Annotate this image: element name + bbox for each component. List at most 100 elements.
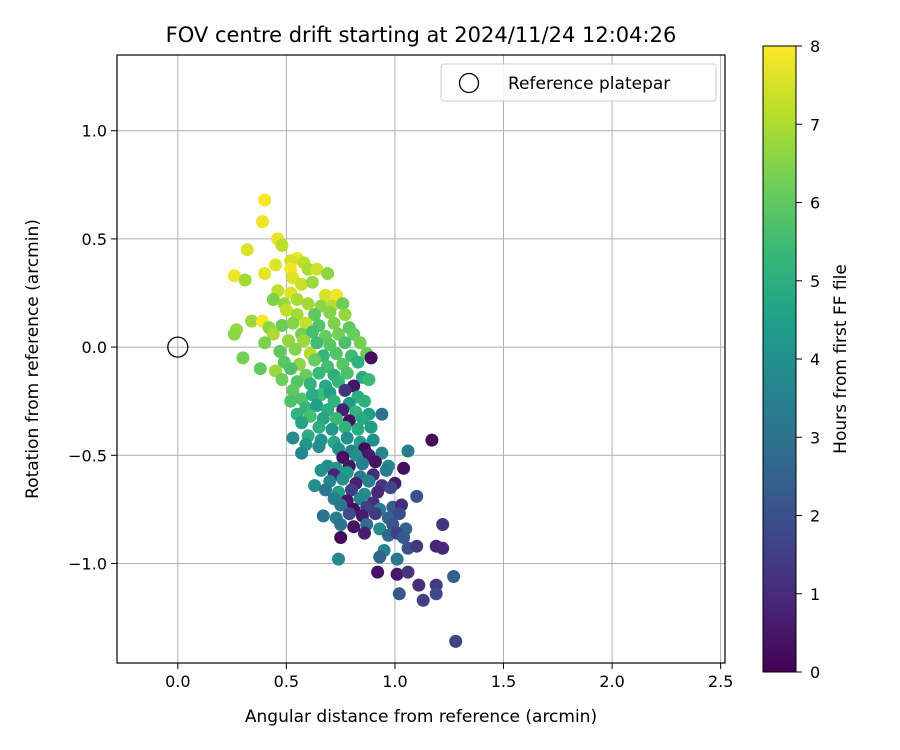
scatter-point [334,518,348,531]
scatter-point [340,366,354,380]
scatter-point [301,297,315,311]
scatter-point [390,552,404,566]
scatter-point [416,593,430,607]
scatter-point [362,474,376,488]
scatter-point [284,362,298,376]
colorbar-tick-label: 4 [810,350,820,369]
scatter-point [286,431,300,445]
colorbar-tick-label: 3 [810,428,820,447]
x-tick-label: 0.5 [274,672,299,691]
y-tick-label: −1.0 [68,554,107,573]
scatter-point [319,288,332,302]
scatter-point [336,472,350,486]
legend-entry-reference-platepar: Reference platepar [508,74,670,94]
scatter-point [269,258,282,272]
scatter-point [334,531,348,544]
scatter-point [412,578,426,592]
x-tick-label: 0.0 [165,672,190,691]
colorbar-tick-label: 2 [810,507,820,526]
y-tick-label: 1.0 [82,122,107,141]
scatter-point [358,394,371,408]
scatter-point [338,383,352,397]
scatter-point [321,267,335,280]
scatter-point [392,587,406,601]
scatter-point [355,457,369,471]
scatter-point [447,570,461,583]
scatter-point [401,565,415,579]
scatter-point [275,238,289,252]
y-tick-label: −0.5 [68,446,107,465]
colorbar-tick-label: 8 [810,37,820,56]
scatter-point [238,273,252,287]
scatter-point [295,277,309,291]
scatter-point [384,481,398,495]
scatter-point [436,541,450,555]
scatter-point [351,355,365,369]
scatter-point [345,483,358,497]
colorbar-tick-label: 7 [810,115,820,134]
colorbar-tick-label: 0 [810,663,820,682]
x-tick-label: 2.5 [708,672,733,691]
scatter-point [401,444,415,458]
scatter-point [240,243,254,257]
scatter-point [392,507,406,521]
scatter-point [379,463,393,477]
x-tick-label: 2.0 [599,672,624,691]
scatter-point [305,325,319,339]
scatter-point [275,319,289,332]
scatter-point [347,520,361,534]
scatter-point [314,463,328,477]
scatter-point [342,507,356,521]
scatter-point [371,565,385,579]
colorbar-tick-label: 5 [810,272,820,291]
scatter-point [325,422,339,436]
scatter-point [353,336,367,350]
x-axis-label: Angular distance from reference (arcmin) [245,707,597,727]
scatter-point [436,518,450,531]
scatter-point [316,509,330,523]
scatter-point [329,347,343,361]
scatter-point [266,327,280,341]
y-tick-label: 0.5 [82,230,107,249]
scatter-point [303,377,317,391]
scatter-point [373,550,387,564]
scatter-point [340,431,354,445]
scatter-point [310,399,324,412]
scatter-point [338,308,352,322]
scatter-point [245,314,259,328]
scatter-point [273,344,287,358]
scatter-point [319,483,332,497]
scatter-point [295,446,309,460]
colorbar-tick-label: 1 [810,585,820,604]
scatter-point [310,262,324,276]
scatter-point [312,440,326,454]
scatter-point [332,552,345,566]
scatter-point [425,433,439,447]
scatter-point [334,498,348,512]
scatter-points [227,193,463,648]
scatter-point [236,351,250,365]
scatter-point [329,412,343,425]
scatter-point [397,461,411,475]
scatter-point [253,362,267,376]
scatter-point [366,433,380,447]
scatter-point [258,193,272,207]
chart-title: FOV centre drift starting at 2024/11/24 … [166,23,677,47]
scatter-point [312,366,326,380]
scatter-point [364,420,378,434]
colorbar-ticks: 0 1 2 3 4 5 6 7 8 [796,37,820,682]
scatter-point [364,351,378,365]
x-tick-label: 1.5 [491,672,516,691]
scatter-point [288,342,302,356]
scatter-point [449,634,463,648]
scatter-point [410,489,424,503]
scatter-point [375,407,389,421]
scatter-point [310,336,324,350]
scatter-point [308,479,322,493]
legend-marker-open-circle-icon [458,72,480,94]
y-tick-label: 0.0 [82,338,107,357]
scatter-point [390,567,404,581]
scatter-point [305,275,319,289]
scatter-point [308,353,322,367]
